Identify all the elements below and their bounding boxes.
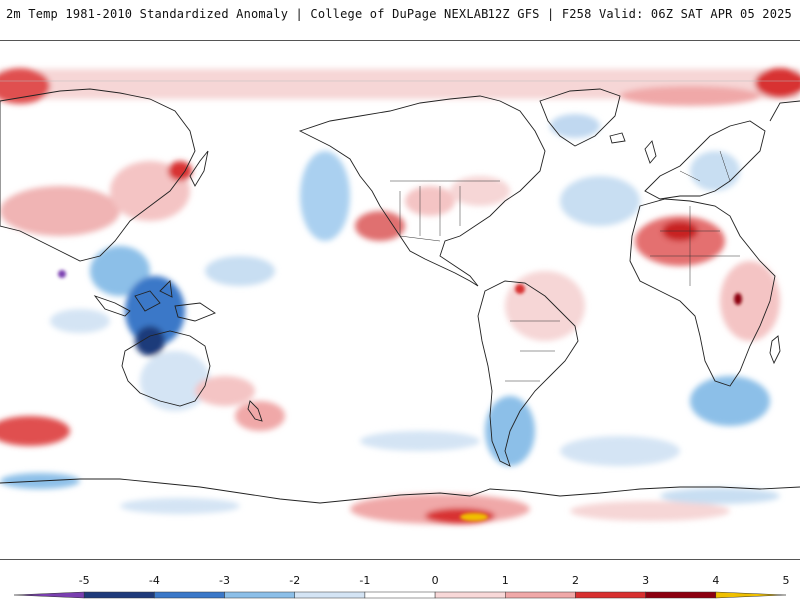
map-title: 2m Temp 1981-2010 Standardized Anomaly |… [6, 7, 489, 21]
warm-anomaly-area [755, 68, 800, 98]
colorbar-tick-label: 3 [642, 574, 650, 587]
colorbar-tick-label: -4 [148, 574, 160, 587]
iceland-outline [609, 132, 626, 144]
colorbar-swatch [434, 591, 506, 599]
strong-anomaly-spots [58, 270, 742, 521]
model-run-info: 12Z GFS | F258 Valid: 06Z SAT APR 05 202… [487, 7, 792, 21]
extreme-warm-spot [460, 513, 488, 521]
political-borders [390, 150, 740, 382]
cold-anomaly-area [660, 488, 780, 504]
new-guinea-outline [174, 302, 216, 322]
warm-anomaly-area [195, 376, 255, 406]
cold-anomaly-area [135, 326, 165, 356]
anomaly-map [0, 40, 800, 560]
south-america-outline [477, 280, 579, 467]
sumatra-outline [93, 295, 131, 317]
us-mexico-border [399, 235, 441, 242]
greenland-outline [539, 88, 621, 147]
asia-east-edge [769, 100, 800, 122]
colorbar-tick-label: 5 [782, 574, 790, 587]
colorbar-tick-label: -1 [359, 574, 371, 587]
cold-anomaly-area [560, 436, 680, 466]
south-american-borders [505, 320, 560, 382]
philippines-outline [159, 280, 173, 298]
warm-anomaly-spot [734, 293, 742, 305]
colorbar-tick-label: 1 [501, 574, 509, 587]
european-borders [679, 150, 731, 182]
antarctica-outline [0, 478, 800, 504]
extreme-cold-spot [58, 270, 66, 278]
coastlines [0, 88, 800, 504]
colorbar-swatch [575, 591, 646, 599]
warm-anomaly-area [355, 211, 405, 241]
map-svg [0, 68, 800, 524]
cold-anomaly-area [120, 498, 240, 514]
colorbar-swatch [13, 591, 85, 599]
warm-anomaly-area [450, 176, 510, 206]
warm-anomaly-area [505, 271, 585, 341]
borneo-outline [134, 290, 161, 312]
cold-anomaly-area [140, 351, 210, 411]
colorbar-tick-label: 0 [431, 574, 439, 587]
cold-anomaly-area [205, 256, 275, 286]
warm-anomaly-area [570, 501, 730, 521]
colorbar-swatches [13, 591, 787, 599]
colorbar-tick-label: 2 [571, 574, 579, 587]
colorbar-tick-label: -5 [78, 574, 90, 587]
colorbar-swatch [83, 591, 155, 599]
colorbar-tick-label: -2 [289, 574, 301, 587]
europe-outline [644, 120, 766, 200]
colorbar-tick-label: 4 [712, 574, 720, 587]
warm-anomaly-area [720, 261, 780, 341]
colorbar-swatch [364, 591, 436, 599]
colorbar-tick-label: -3 [219, 574, 231, 587]
colorbar-swatch [294, 591, 366, 599]
anomaly-shading [0, 68, 800, 524]
cold-anomaly-area [300, 151, 350, 241]
header: 2m Temp 1981-2010 Standardized Anomaly |… [0, 0, 800, 40]
colorbar-svg [13, 591, 787, 599]
cold-anomaly-area [360, 431, 480, 451]
colorbar: -5 -4 -3 -2 -1 0 1 2 3 4 5 [0, 560, 800, 600]
cold-anomaly-area [560, 176, 640, 226]
cold-anomaly-area [50, 309, 110, 333]
japan-outline [189, 150, 209, 187]
cold-anomaly-area [690, 376, 770, 426]
madagascar-outline [769, 335, 781, 365]
cold-anomaly-area [690, 151, 740, 191]
warm-anomaly-spot [515, 284, 525, 294]
asia-outline [0, 88, 196, 262]
north-america-outline [298, 95, 546, 287]
state-borders [399, 186, 461, 236]
warm-anomaly-area [0, 186, 120, 236]
warm-anomaly-area [405, 186, 455, 216]
new-zealand-outline [247, 400, 263, 422]
cold-anomaly-area [550, 114, 600, 138]
cold-anomaly-area [125, 276, 185, 346]
colorbar-swatch [505, 591, 576, 599]
africa-outline [629, 198, 776, 387]
african-borders [650, 206, 740, 286]
cold-anomaly-area [90, 246, 150, 296]
warm-anomaly-area [0, 416, 70, 446]
warm-anomaly-area [620, 86, 760, 106]
warm-anomaly-area [168, 161, 192, 181]
colorbar-swatch [224, 591, 295, 599]
colorbar-swatch [715, 591, 787, 599]
uk-outline [644, 140, 657, 164]
colorbar-swatch [645, 591, 717, 599]
australia-outline [121, 330, 211, 407]
colorbar-swatch [154, 591, 225, 599]
